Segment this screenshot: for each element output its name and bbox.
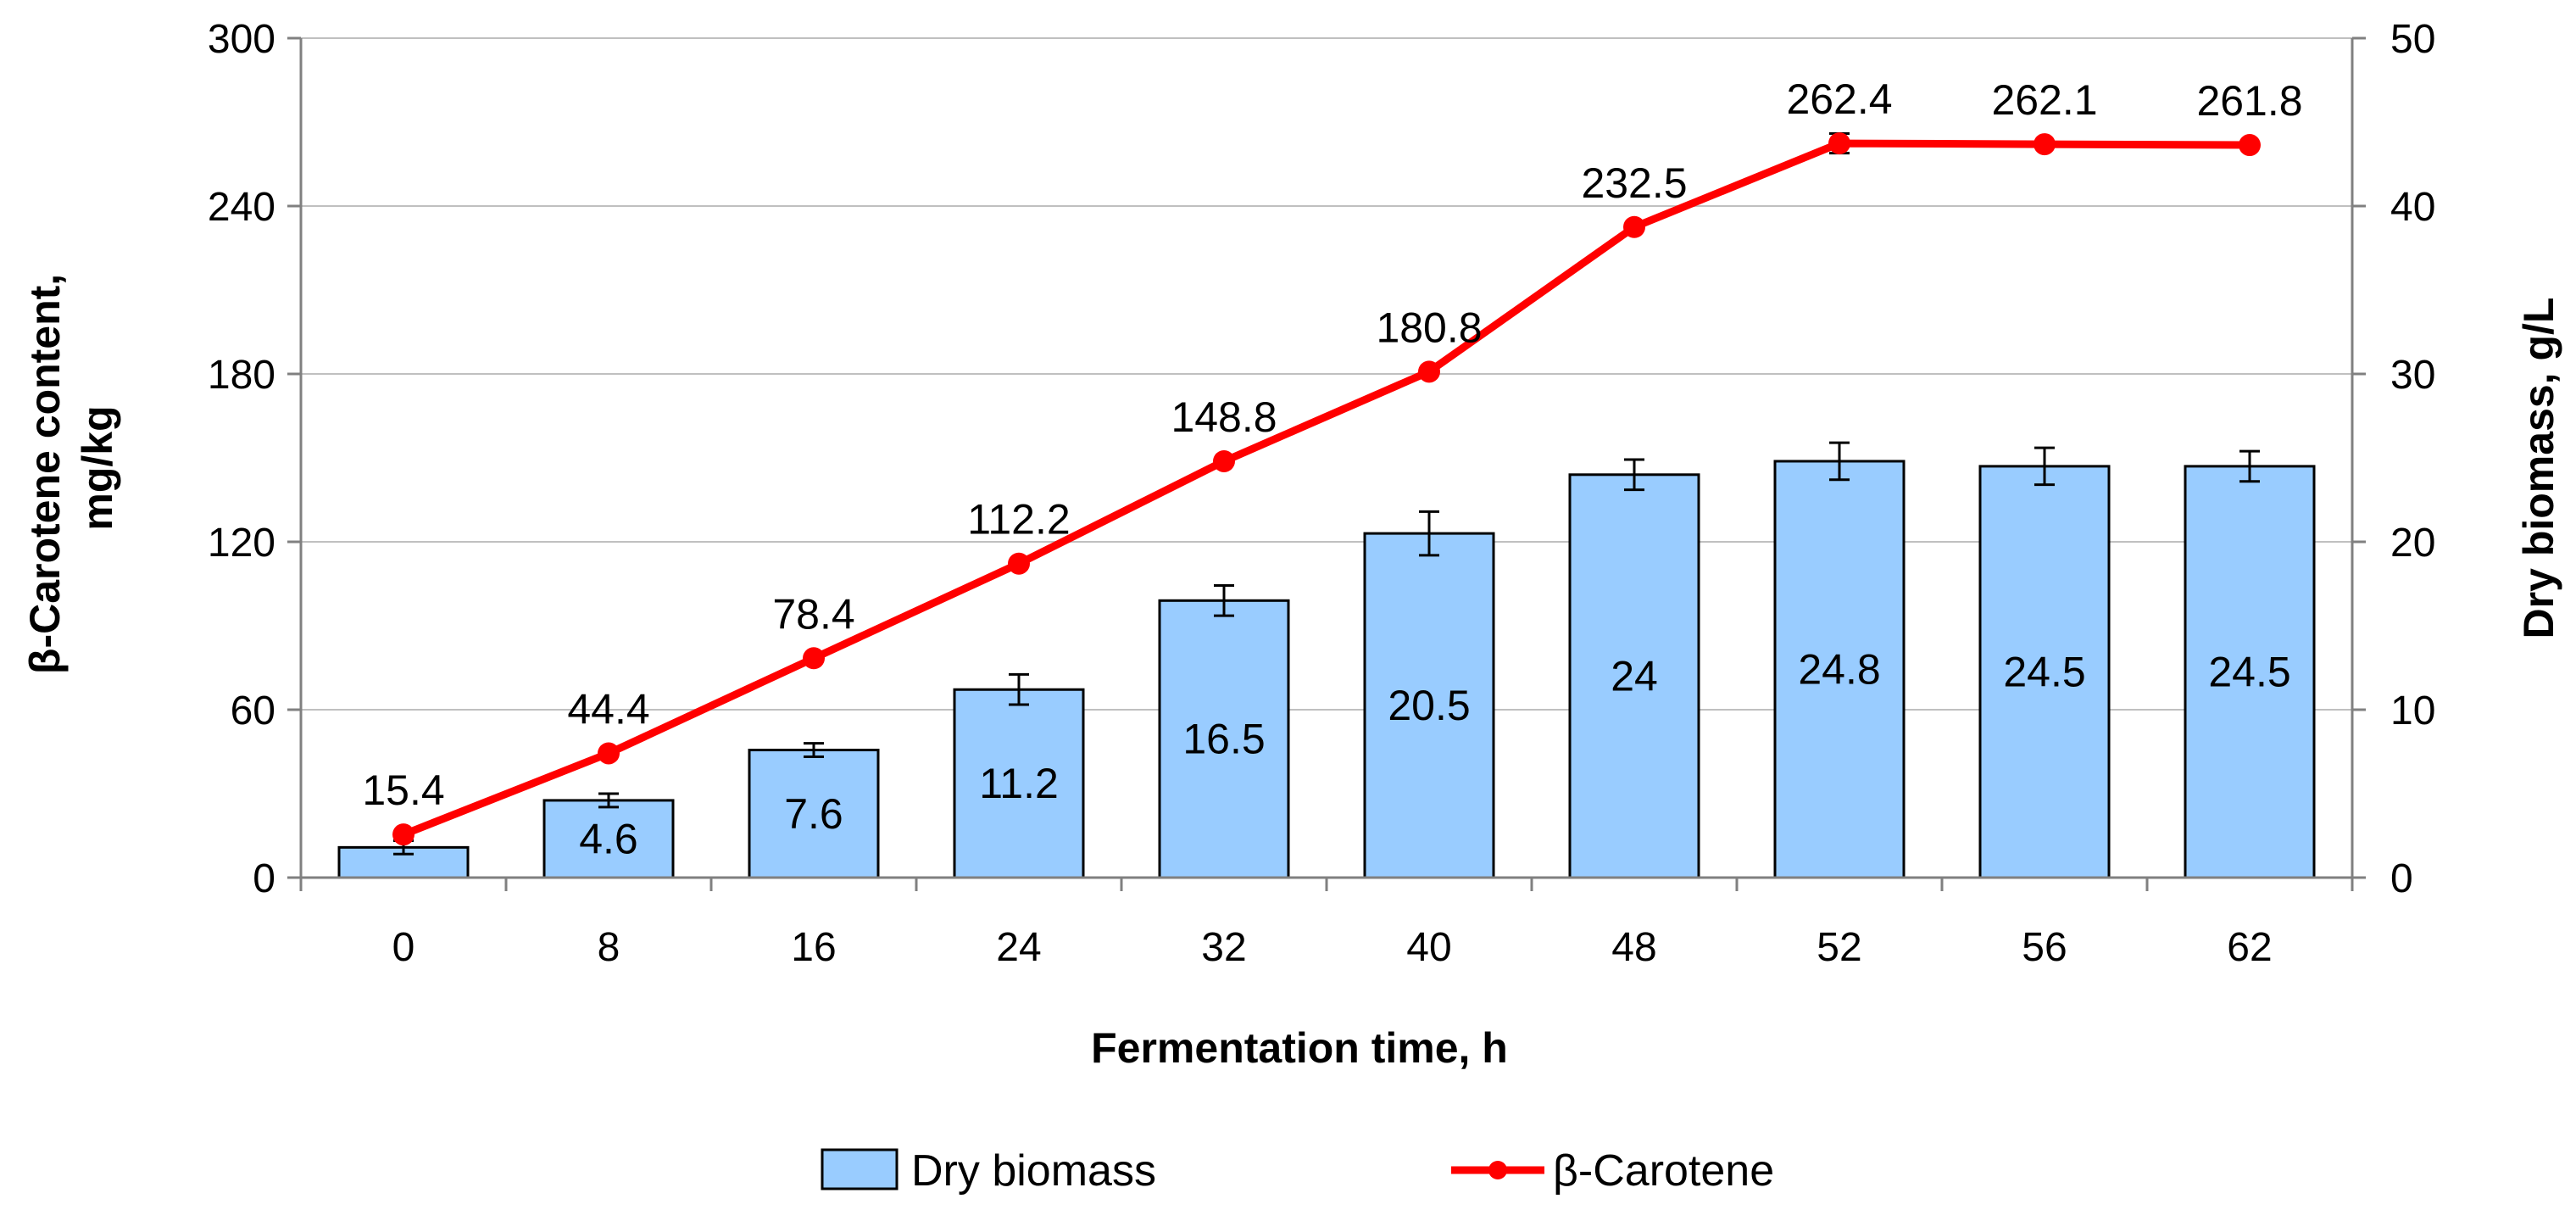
data-label-dry-biomass: 7.6 — [784, 790, 843, 838]
y-axis-left-title-line-2: mg/kg — [74, 405, 121, 530]
legend-label-dry-biomass: Dry biomass — [911, 1146, 1156, 1196]
point-beta-carotene — [803, 647, 825, 670]
data-label-beta-carotene: 180.8 — [1376, 304, 1482, 351]
y-axis-right-tick-label: 40 — [2390, 185, 2435, 230]
bar-dry-biomass — [1158, 599, 1290, 879]
legend: Dry biomass β-Carotene — [821, 1146, 1774, 1196]
data-label-dry-biomass: 24.8 — [1798, 645, 1880, 693]
data-label-dry-biomass: 4.6 — [579, 815, 638, 862]
line-beta-carotene — [402, 139, 2251, 839]
point-beta-carotene — [1213, 449, 1235, 472]
bar-dry-biomass — [1568, 473, 1700, 879]
point-beta-carotene — [2034, 133, 2056, 156]
y-axis-left-tick-label: 240 — [208, 185, 275, 230]
bar-dry-biomass — [1978, 465, 2111, 879]
x-axis-tick-label: 0 — [392, 925, 415, 970]
data-label-beta-carotene: 262.1 — [1991, 76, 2097, 124]
data-label-beta-carotene: 15.4 — [362, 767, 444, 814]
y-axis-right-tick-label: 50 — [2390, 17, 2435, 62]
x-axis-tick-label: 56 — [2022, 925, 2067, 970]
legend-swatch-dry-biomass — [821, 1148, 899, 1190]
y-axis-left-tick-label: 0 — [253, 856, 275, 901]
data-label-beta-carotene: 148.8 — [1171, 393, 1277, 441]
y-axis-right-title: Dry biomass, g/L — [2515, 298, 2562, 639]
x-axis-tick-label: 52 — [1817, 925, 1861, 970]
point-beta-carotene — [1623, 215, 1645, 238]
axes: 0 60 120 180 240 300 0 10 20 30 40 50 0 8 16 24 32 40 48 52… — [208, 17, 2435, 970]
point-beta-carotene — [1828, 132, 1850, 155]
data-label-dry-biomass: 20.5 — [1388, 682, 1470, 729]
bar-dry-biomass — [2184, 465, 2316, 879]
point-beta-carotene — [1008, 552, 1030, 575]
y-axis-left-title-line-1: β-Carotene content, — [21, 274, 69, 674]
bar-dry-biomass — [953, 688, 1085, 879]
y-axis-right-tick-label: 0 — [2390, 856, 2413, 901]
y-axis-left-title: β-Carotene content, mg/kg — [21, 262, 121, 674]
bar-dry-biomass — [748, 749, 880, 879]
y-axis-left-tick-label: 60 — [231, 689, 275, 733]
x-axis-tick-label: 40 — [1406, 925, 1451, 970]
x-axis-title: Fermentation time, h — [1091, 1024, 1508, 1072]
point-beta-carotene — [392, 823, 414, 846]
line-series-beta-carotene — [392, 132, 2261, 846]
data-label-beta-carotene: 78.4 — [772, 590, 854, 638]
x-axis-tick-label: 8 — [598, 925, 620, 970]
y-axis-left-tick-label: 120 — [208, 521, 275, 566]
data-label-beta-carotene: 112.2 — [967, 496, 1070, 544]
data-label-dry-biomass: 11.2 — [979, 760, 1059, 807]
data-label-beta-carotene: 261.8 — [2196, 77, 2302, 125]
data-label-beta-carotene: 44.4 — [567, 685, 649, 733]
legend-label-beta-carotene: β-Carotene — [1553, 1146, 1774, 1196]
y-axis-right-tick-label: 30 — [2390, 353, 2435, 398]
x-axis-tick-label: 48 — [1611, 925, 1656, 970]
y-axis-right-tick-label: 10 — [2390, 689, 2435, 733]
y-axis-left-tick-label: 180 — [208, 353, 275, 398]
point-beta-carotene — [1418, 360, 1440, 383]
data-labels: 4.6 7.6 11.2 16.5 20.5 24 24.8 24.5 24.5 15.4 44.4… — [362, 75, 2302, 862]
x-axis-tick-label: 62 — [2227, 925, 2272, 970]
bar-series-dry-biomass — [337, 441, 2316, 879]
data-label-dry-biomass: 16.5 — [1182, 716, 1265, 763]
x-axis-tick-label: 24 — [996, 925, 1041, 970]
legend-swatch-beta-carotene-marker — [1488, 1161, 1507, 1179]
data-label-dry-biomass: 24.5 — [2003, 648, 2085, 695]
data-label-beta-carotene: 262.4 — [1786, 75, 1892, 123]
y-axis-left-tick-label: 300 — [208, 17, 275, 62]
data-label-dry-biomass: 24.5 — [2208, 648, 2290, 695]
x-axis-tick-label: 16 — [791, 925, 836, 970]
data-label-beta-carotene: 232.5 — [1581, 159, 1687, 207]
point-beta-carotene — [598, 742, 620, 765]
data-label-dry-biomass: 24 — [1611, 652, 1658, 700]
point-beta-carotene — [2239, 134, 2261, 157]
x-axis-tick-label: 32 — [1201, 925, 1246, 970]
y-axis-right-tick-label: 20 — [2390, 521, 2435, 566]
